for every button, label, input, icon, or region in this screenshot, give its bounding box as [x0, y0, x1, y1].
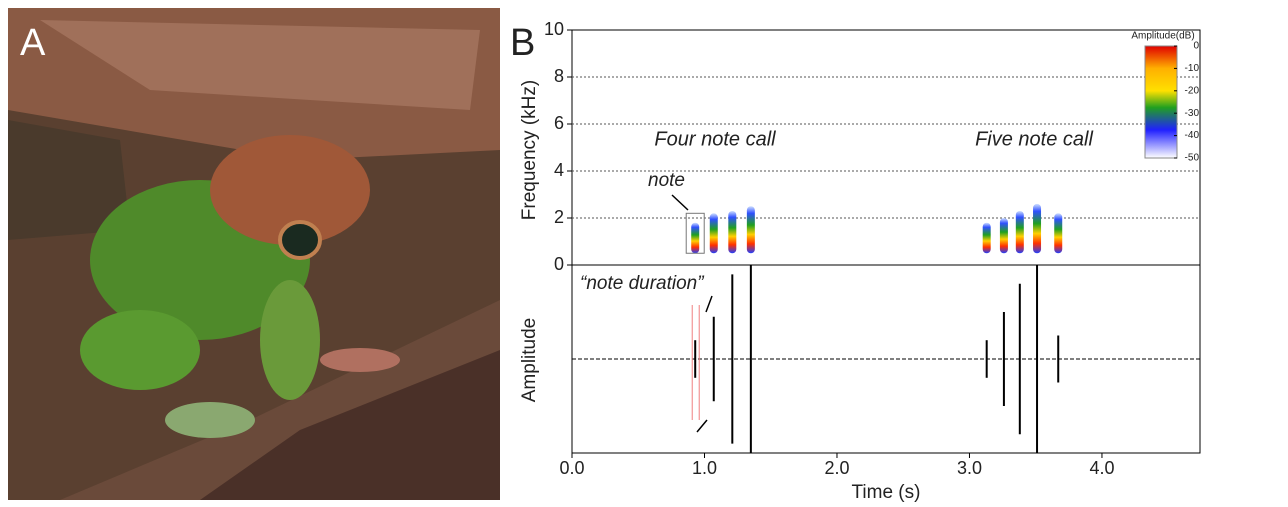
annotation: “note duration” [580, 273, 705, 294]
annotation: note [648, 170, 685, 191]
arrow [705, 295, 713, 313]
note [691, 222, 700, 254]
colorbar-tick-label: -40 [1185, 130, 1200, 141]
y-axis-label: Amplitude [519, 318, 540, 403]
annotation: Five note call [975, 128, 1093, 150]
y-tick-label: 10 [544, 19, 564, 39]
x-tick-label: 1.0 [692, 458, 717, 478]
panel-label: A [20, 22, 46, 64]
note [1015, 210, 1024, 254]
note [746, 206, 755, 254]
colorbar-tick-label: -20 [1185, 85, 1200, 96]
annotation: Four note call [654, 128, 776, 150]
note [728, 210, 737, 254]
colorbar [1144, 45, 1178, 159]
note [999, 218, 1008, 254]
y-axis-label: Frequency (kHz) [519, 80, 540, 220]
note [1054, 213, 1063, 254]
x-tick-label: 0.0 [559, 458, 584, 478]
y-tick-label: 6 [554, 113, 564, 133]
note [709, 213, 718, 254]
photo: A [8, 8, 500, 500]
note [1033, 203, 1042, 254]
x-axis-label: Time (s) [852, 482, 921, 503]
colorbar-tick-label: 0 [1193, 41, 1199, 52]
note-box [685, 212, 705, 254]
x-tick-label: 2.0 [824, 458, 849, 478]
y-tick-label: 0 [554, 254, 564, 274]
x-tick-label: 3.0 [957, 458, 982, 478]
colorbar-tick-label: -30 [1185, 108, 1200, 119]
panel-label: B [510, 22, 535, 64]
arrow [671, 194, 689, 211]
y-tick-label: 2 [554, 207, 564, 227]
y-tick-label: 4 [554, 160, 564, 180]
colorbar-title: Amplitude(dB) [1131, 31, 1194, 42]
note [982, 222, 991, 254]
arrow [696, 419, 708, 433]
colorbar-tick-label: -10 [1185, 63, 1200, 74]
colorbar-tick-label: -50 [1185, 153, 1200, 164]
y-tick-label: 8 [554, 66, 564, 86]
x-tick-label: 4.0 [1089, 458, 1114, 478]
